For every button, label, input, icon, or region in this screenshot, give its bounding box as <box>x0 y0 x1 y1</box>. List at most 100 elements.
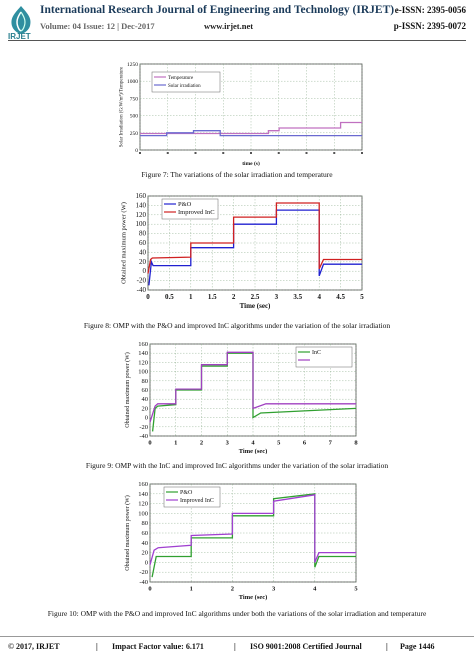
series-line-2 <box>149 494 356 565</box>
x-tick-mark <box>277 152 280 154</box>
e-issn: e-ISSN: 2395-0056 <box>394 5 466 15</box>
x-tick-mark <box>361 152 363 154</box>
y-tick-label: -40 <box>139 433 148 440</box>
y-tick-label: 60 <box>142 530 149 537</box>
legend-label: InC <box>312 350 321 356</box>
footer-impact-factor: Impact Factor value: 6.171 <box>112 642 204 651</box>
x-tick-label: 3 <box>272 586 276 593</box>
x-tick-mark <box>139 152 141 154</box>
x-tick-label: 6 <box>303 440 307 447</box>
x-tick-label: 2.5 <box>251 293 260 301</box>
y-tick-label: -40 <box>139 579 148 586</box>
footer-copyright: © 2017, IRJET <box>8 642 60 651</box>
x-axis-label: Time (sec) <box>240 302 271 310</box>
x-tick-label: 4 <box>317 293 321 301</box>
y-axis-label: Obtained maximum power (W) <box>124 495 131 570</box>
x-tick-mark <box>166 152 169 154</box>
y-tick-label: 140 <box>138 491 148 498</box>
x-tick-label: 2 <box>232 293 236 301</box>
y-tick-label: 40 <box>139 248 147 256</box>
y-axis-label: Obtained maximum power (W) <box>124 352 131 427</box>
y-tick-label: -40 <box>137 286 147 294</box>
x-tick-label: 0 <box>148 586 151 593</box>
footer-divider <box>0 636 474 637</box>
x-tick-label: 2 <box>231 586 234 593</box>
y-tick-label: 120 <box>136 211 147 219</box>
y-tick-label: 60 <box>142 387 149 394</box>
legend-label: P&O <box>180 490 193 496</box>
footer-iso: ISO 9001:2008 Certified Journal <box>250 642 362 651</box>
legend-box <box>295 346 353 368</box>
y-tick-label: 120 <box>138 359 148 366</box>
x-tick-label: 1 <box>189 293 193 301</box>
legend-label: Improved InC <box>178 209 215 216</box>
figure-9-chart: -40 -20 0 20 40 60 80 100 120 140 160 0 1 2 3 4 5 6 7 8 Time… <box>124 341 358 454</box>
header-divider <box>8 40 466 41</box>
x-tick-label: 7 <box>329 440 333 447</box>
x-tick-label: 3 <box>275 293 279 301</box>
irjet-logo-icon <box>11 6 31 34</box>
x-axis-label: Time (sec) <box>239 448 268 454</box>
footer-separator: | <box>234 642 236 651</box>
y-tick-label: 40 <box>142 396 149 403</box>
y-tick-label: 100 <box>136 220 147 228</box>
figure-9-caption: Figure 9: OMP with the InC and improved … <box>85 461 389 470</box>
x-tick-label: 1.5 <box>208 293 217 301</box>
x-tick-mark <box>250 152 252 154</box>
figure-10-chart: -40 -20 0 20 40 60 80 100 120 140 160 0 1 2 3 4 5 Time (s… <box>124 481 358 601</box>
footer-separator: | <box>96 642 98 651</box>
x-tick-label: 2 <box>200 440 203 447</box>
x-tick-label: 3 <box>226 440 230 447</box>
y-tick-label: 20 <box>142 550 149 557</box>
legend-label: Temperature <box>168 76 194 81</box>
x-tick-label: 8 <box>354 440 358 447</box>
y-tick-label: 500 <box>130 114 139 120</box>
x-tick-label: 0 <box>148 440 151 447</box>
x-tick-label: 1 <box>190 586 193 593</box>
series-line-1 <box>140 121 362 135</box>
x-tick-label: 5 <box>360 293 364 301</box>
journal-title: International Research Journal of Engine… <box>40 4 395 16</box>
x-tick-mark <box>222 152 225 154</box>
x-axis-label: Time (sec) <box>239 594 268 601</box>
y-tick-label: 250 <box>130 131 139 137</box>
x-tick-mark <box>333 152 336 154</box>
x-tick-label: 4.5 <box>336 293 345 301</box>
logo-text: IRJET <box>8 32 31 41</box>
y-tick-label: 20 <box>139 258 147 266</box>
y-tick-label: 80 <box>139 230 147 238</box>
y-tick-label: 160 <box>136 192 147 200</box>
y-tick-label: 40 <box>142 540 149 547</box>
x-axis-label: time (s) <box>242 160 260 167</box>
figure-7-chart: 0 250 500 750 1000 1250 time (s) Solar Irradiat… <box>118 62 363 167</box>
y-tick-label: 80 <box>142 378 149 385</box>
page-header: IRJET International Research Journal of … <box>0 0 474 46</box>
footer-separator: | <box>386 642 388 651</box>
figure-7-caption: Figure 7: The variations of the solar ir… <box>141 170 333 179</box>
p-issn: p-ISSN: 2395-0072 <box>393 21 466 31</box>
y-tick-label: 1250 <box>127 62 138 68</box>
y-tick-label: 140 <box>138 350 148 357</box>
y-tick-label: 160 <box>138 341 148 348</box>
y-tick-label: 0 <box>135 148 138 154</box>
y-tick-label: 100 <box>138 510 148 517</box>
x-tick-label: 3.5 <box>293 293 302 301</box>
x-tick-label: 0 <box>146 293 150 301</box>
y-axis-label: Solar Irradiation (G:W/m²)/Temperature <box>118 66 124 147</box>
legend-box <box>151 71 221 93</box>
x-tick-label: 1 <box>174 440 177 447</box>
series-line-2 <box>140 130 362 137</box>
y-tick-label: 80 <box>142 520 149 527</box>
x-tick-mark <box>305 152 308 154</box>
journal-website: www.irjet.net <box>204 21 254 31</box>
y-tick-label: -20 <box>137 277 147 285</box>
footer-page-number: Page 1446 <box>400 642 435 651</box>
y-tick-label: 20 <box>142 405 149 412</box>
x-tick-label: 4 <box>313 586 317 593</box>
figure-8-caption: Figure 8: OMP with the P&O and improved … <box>83 321 391 330</box>
y-tick-label: 120 <box>138 501 148 508</box>
y-axis-label: Obtained maximum power (W) <box>121 202 128 284</box>
x-tick-label: 5 <box>277 440 281 447</box>
x-tick-mark <box>194 152 197 154</box>
